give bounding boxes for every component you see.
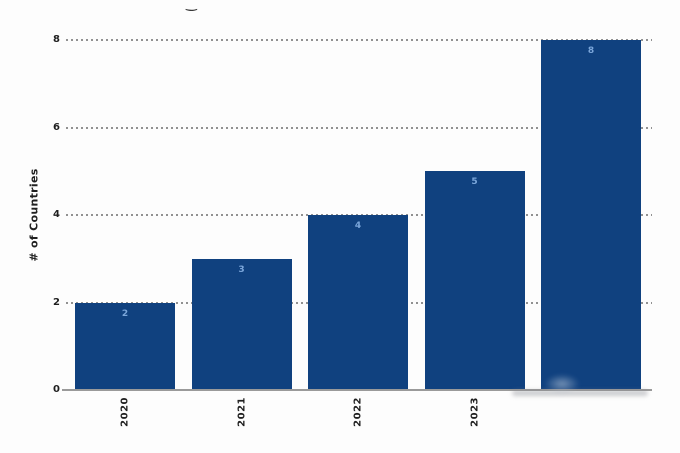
bar-value-label: 4 — [354, 221, 362, 231]
bar-value-label: 2 — [121, 308, 129, 319]
x-axis-line — [62, 389, 652, 391]
y-tick-label-8: 8 — [53, 34, 60, 45]
y-tick-label-6: 6 — [53, 121, 60, 133]
bar-2021: 3 — [191, 258, 292, 390]
x-tick-label-2021: 2021 — [236, 397, 247, 427]
bar-value-label: 8 — [587, 46, 595, 56]
smudge-artifact — [544, 374, 580, 394]
bar-2020: 2 — [75, 302, 175, 390]
y-tick-label-2: 2 — [53, 296, 60, 308]
x-tick-label-2020: 2020 — [119, 397, 131, 427]
y-tick-label-0: 0 — [53, 384, 60, 395]
axis-smudge-artifact — [512, 390, 648, 396]
bar-2022: 4 — [308, 215, 408, 390]
y-tick-label-4: 4 — [53, 209, 60, 220]
bar-value-label: 5 — [471, 177, 478, 188]
gridline-6 — [66, 126, 652, 129]
cropped-title-fragment: ‿ — [186, 0, 197, 12]
bar-value-label: 3 — [238, 264, 245, 275]
x-tick-label-2023: 2023 — [469, 397, 480, 427]
bar-unlabeled: 8 — [541, 40, 641, 390]
x-tick-label-2022: 2022 — [352, 397, 364, 427]
bar-2023: 5 — [424, 171, 525, 390]
gridline-8 — [66, 39, 652, 41]
